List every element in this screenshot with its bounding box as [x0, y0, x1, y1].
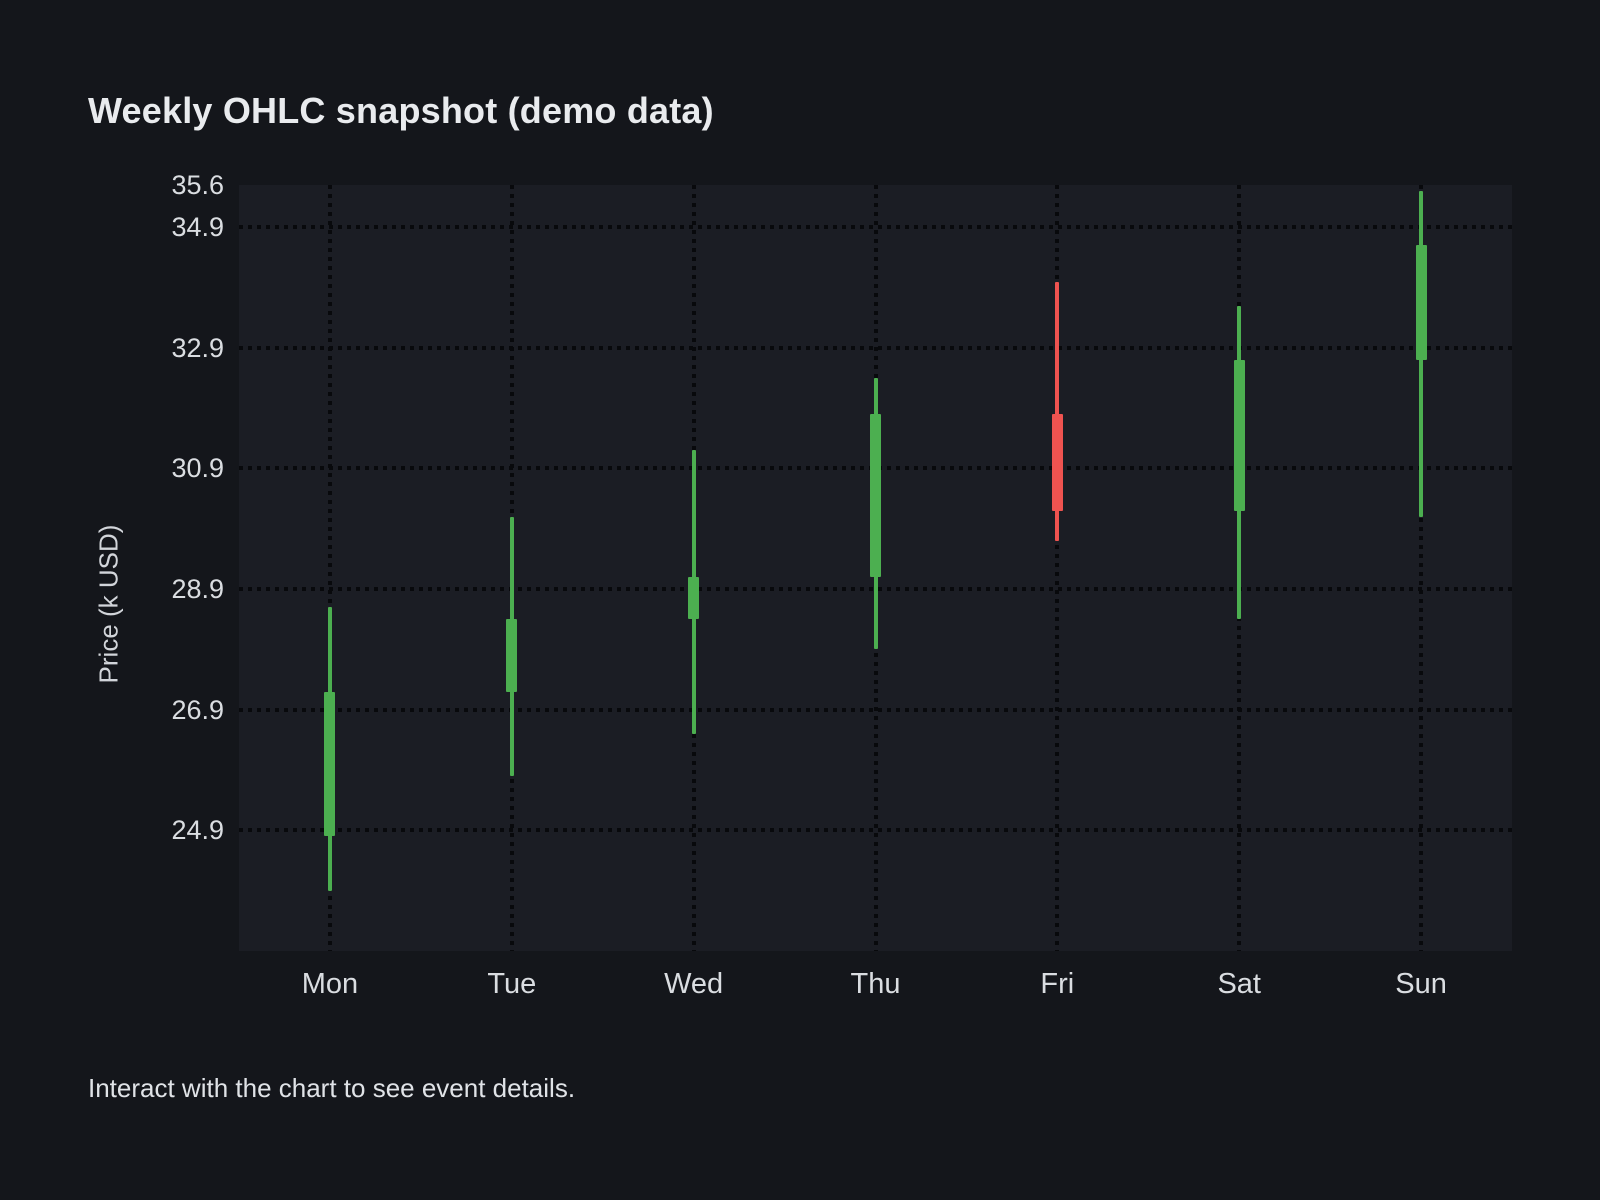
footer-hint: Interact with the chart to see event det… [88, 1073, 576, 1103]
chart-title: Weekly OHLC snapshot (demo data) [88, 90, 714, 131]
candle-body-tue[interactable] [506, 619, 518, 692]
y-tick-label: 32.9 [171, 332, 224, 363]
candle-body-thu[interactable] [870, 414, 881, 578]
y-tick-label: 26.9 [171, 694, 224, 725]
vertical-gridline [327, 185, 332, 951]
x-tick-label: Mon [301, 968, 359, 1000]
candle-body-mon[interactable] [324, 691, 336, 837]
y-tick-label: 35.6 [171, 170, 224, 200]
y-tick-label: 24.9 [171, 815, 224, 846]
candle-wick-fri[interactable] [1055, 281, 1060, 541]
y-tick-label: 28.9 [171, 574, 224, 605]
candle-body-sat[interactable] [1233, 359, 1245, 511]
x-tick-label: Thu [850, 968, 901, 1000]
candle-body-sun[interactable] [1415, 245, 1427, 360]
y-tick-label: 30.9 [171, 453, 224, 484]
x-tick-label: Fri [1040, 968, 1075, 1000]
candle-body-fri[interactable] [1051, 414, 1063, 511]
x-tick-label: Sat [1217, 968, 1261, 1000]
x-tick-label: Sun [1395, 968, 1447, 1000]
y-tick-label: 34.9 [171, 212, 224, 243]
x-tick-label: Wed [664, 968, 724, 1000]
x-tick-label: Tue [487, 968, 537, 1000]
plot-area[interactable] [239, 185, 1512, 951]
vertical-gridline [1419, 185, 1424, 951]
candle-body-wed[interactable] [688, 577, 700, 620]
vertical-gridline [1055, 185, 1060, 951]
